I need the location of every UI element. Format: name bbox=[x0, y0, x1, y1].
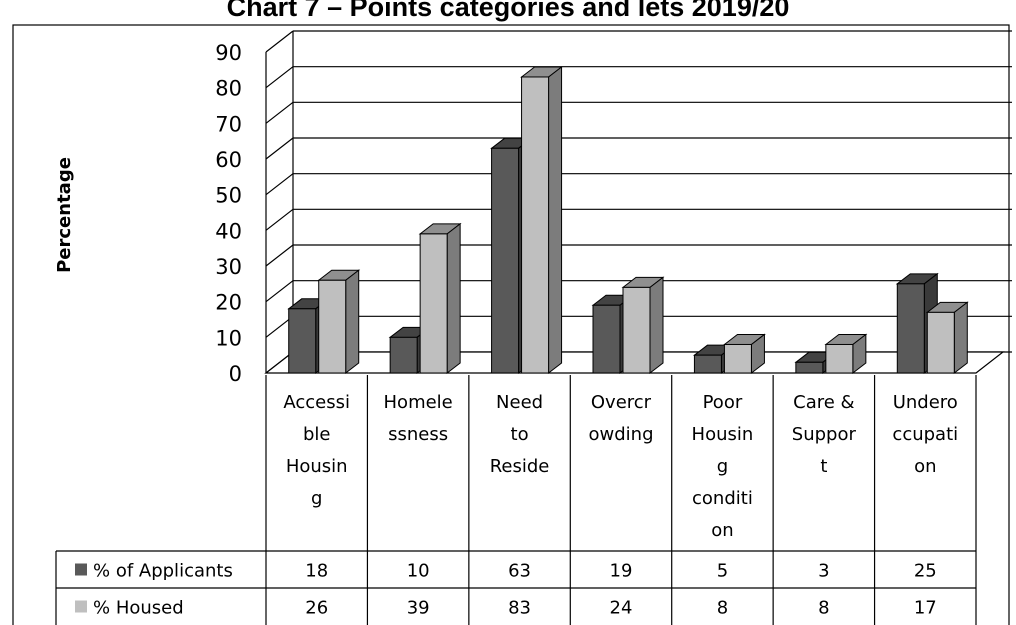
category-label: Suppor bbox=[792, 424, 857, 445]
category-label: conditi bbox=[692, 488, 753, 509]
bar bbox=[723, 343, 752, 374]
data-label: 3 bbox=[818, 561, 829, 582]
bar bbox=[389, 336, 418, 374]
bar bbox=[419, 233, 448, 374]
data-label: 39 bbox=[407, 598, 430, 619]
category-label: owding bbox=[589, 424, 654, 445]
data-label: 10 bbox=[407, 561, 430, 582]
gridline-diagonal bbox=[265, 280, 294, 303]
bar bbox=[693, 354, 722, 374]
category-label: t bbox=[820, 456, 827, 477]
chart-title: Chart 7 – Points categories and lets 201… bbox=[226, 0, 790, 22]
gridline-diagonal bbox=[265, 173, 294, 196]
bar bbox=[491, 147, 520, 374]
category-label: Overcr bbox=[591, 392, 652, 413]
legend-key bbox=[75, 600, 87, 613]
category-label: on bbox=[711, 520, 733, 541]
data-label: 83 bbox=[508, 598, 531, 619]
gridline-diagonal bbox=[265, 244, 294, 267]
y-tick-label: 80 bbox=[215, 77, 242, 101]
legend-label: % Housed bbox=[93, 598, 184, 619]
legend-key bbox=[75, 563, 87, 576]
category-label: Reside bbox=[490, 456, 550, 477]
gridline-diagonal bbox=[265, 208, 294, 231]
data-label: 19 bbox=[610, 561, 633, 582]
bar-side bbox=[649, 276, 664, 375]
y-axis-label: Percentage bbox=[54, 157, 75, 273]
data-label: 8 bbox=[818, 598, 829, 619]
bar bbox=[795, 361, 824, 374]
y-tick-label: 10 bbox=[215, 326, 242, 350]
category-label: Care & bbox=[793, 392, 854, 413]
data-label: 8 bbox=[717, 598, 728, 619]
category-label: to bbox=[511, 424, 529, 445]
data-label: 25 bbox=[914, 561, 937, 582]
data-label: 26 bbox=[305, 598, 328, 619]
bar-side bbox=[953, 301, 968, 375]
category-label: on bbox=[914, 456, 936, 477]
data-label: 5 bbox=[717, 561, 728, 582]
data-label: 17 bbox=[914, 598, 937, 619]
category-label: ble bbox=[303, 424, 331, 445]
category-label: Accessi bbox=[283, 392, 350, 413]
category-label: g bbox=[311, 488, 322, 509]
category-label: g bbox=[717, 456, 728, 477]
bar bbox=[622, 286, 651, 374]
bar bbox=[288, 308, 317, 374]
plot-frame bbox=[12, 24, 1010, 625]
bar-side bbox=[548, 65, 563, 375]
data-label: 18 bbox=[305, 561, 328, 582]
y-tick-label: 20 bbox=[215, 291, 242, 315]
bar bbox=[318, 279, 347, 374]
bar bbox=[825, 343, 854, 374]
y-tick-label: 50 bbox=[215, 184, 242, 208]
y-tick-label: 0 bbox=[229, 362, 242, 386]
gridline-diagonal bbox=[265, 66, 294, 89]
y-tick-label: 70 bbox=[215, 112, 242, 136]
data-label: 63 bbox=[508, 561, 531, 582]
data-label: 24 bbox=[610, 598, 633, 619]
y-tick-label: 40 bbox=[215, 219, 242, 243]
category-label: ccupati bbox=[892, 424, 958, 445]
bar bbox=[521, 76, 550, 374]
legend-label: % of Applicants bbox=[93, 561, 233, 582]
category-label: Housin bbox=[286, 456, 348, 477]
category-label: Need bbox=[496, 392, 543, 413]
category-label: Poor bbox=[703, 392, 743, 413]
category-label: ssness bbox=[388, 424, 448, 445]
category-label: Homele bbox=[384, 392, 453, 413]
y-tick-label: 60 bbox=[215, 148, 242, 172]
bar-side bbox=[345, 269, 360, 375]
gridline-diagonal bbox=[265, 30, 294, 53]
bar bbox=[926, 311, 955, 374]
bar-side bbox=[446, 222, 461, 375]
gridline-diagonal bbox=[265, 137, 294, 160]
y-tick-label: 90 bbox=[215, 41, 242, 65]
category-label: Housin bbox=[692, 424, 754, 445]
y-tick-label: 30 bbox=[215, 255, 242, 279]
gridline-diagonal bbox=[265, 101, 294, 124]
bar bbox=[896, 283, 925, 374]
category-label: Undero bbox=[893, 392, 958, 413]
bar bbox=[592, 304, 621, 374]
